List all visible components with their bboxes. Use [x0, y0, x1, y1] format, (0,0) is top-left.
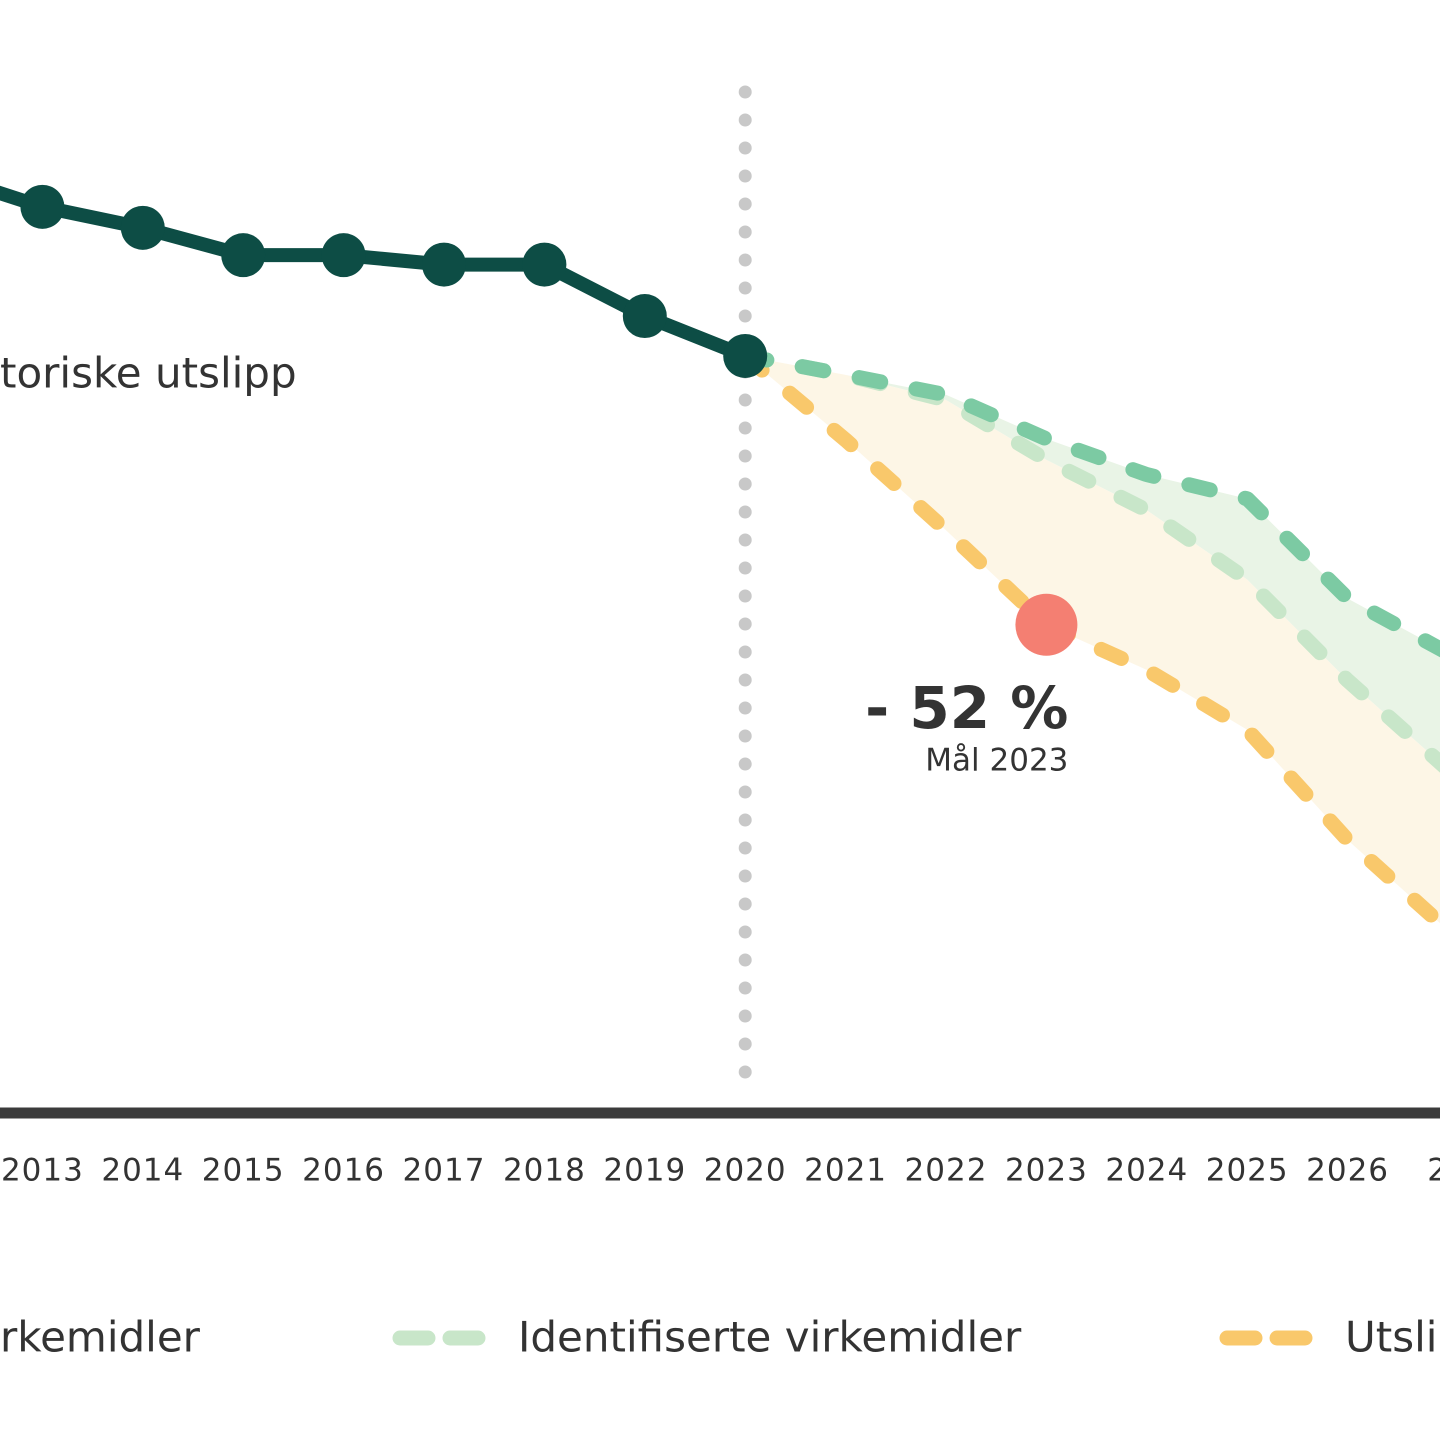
- series-line: [737, 348, 1440, 658]
- data-point: [622, 294, 667, 339]
- x-tick-label: 2016: [302, 1153, 385, 1189]
- x-tick-label: 20: [1427, 1153, 1440, 1189]
- x-tick-label: 2023: [1005, 1153, 1088, 1189]
- x-tick-label: 2025: [1206, 1153, 1289, 1189]
- x-tick-label: 2018: [503, 1153, 586, 1189]
- legend-label: rkemidler: [0, 1313, 201, 1362]
- series-label: toriske utslipp: [0, 349, 297, 398]
- x-tick-label: 2024: [1105, 1153, 1188, 1189]
- data-point: [522, 242, 567, 287]
- legend-label: Identifiserte virkemidler: [518, 1313, 1022, 1362]
- x-tick-label: 2017: [403, 1153, 486, 1189]
- data-point: [221, 233, 266, 278]
- data-point: [120, 205, 165, 250]
- x-tick-label: 2020: [704, 1153, 787, 1189]
- x-tick-label: 2021: [804, 1153, 887, 1189]
- band-fill: [745, 355, 1440, 924]
- x-tick-label: 2014: [101, 1153, 184, 1189]
- legend-label: Utsli: [1345, 1313, 1437, 1362]
- target-label: - 52 %: [865, 674, 1068, 742]
- x-tick-label: 2015: [202, 1153, 285, 1189]
- data-point: [723, 333, 768, 378]
- data-point: [422, 242, 466, 287]
- x-tick-label: 2019: [603, 1153, 686, 1189]
- x-tick-label: 2026: [1306, 1153, 1389, 1189]
- data-point: [321, 233, 366, 278]
- data-point: [20, 184, 65, 229]
- target-point: [1015, 593, 1078, 656]
- x-tick-label: 2022: [905, 1153, 988, 1189]
- target-sublabel: Mål 2023: [925, 743, 1068, 779]
- x-tick-label: 2013: [1, 1153, 84, 1189]
- series-line: [737, 348, 1440, 934]
